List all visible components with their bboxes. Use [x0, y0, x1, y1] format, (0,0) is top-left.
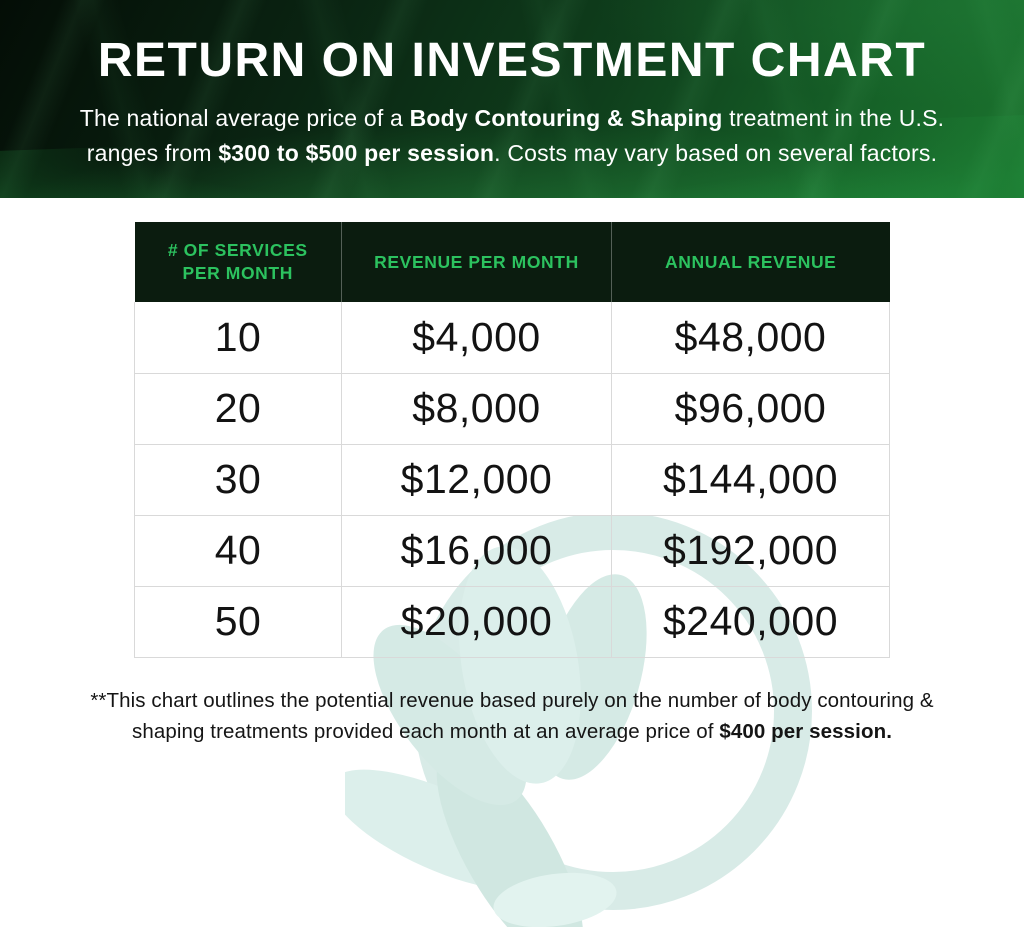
subtitle-line-2: ranges from $300 to $500 per session. Co… — [0, 136, 1024, 171]
table-cell: 40 — [134, 515, 342, 587]
text-segment: treatment in the U.S. — [722, 105, 945, 131]
table-row: 20 $8,000 $96,000 — [134, 373, 890, 445]
subtitle-line-1: The national average price of a Body Con… — [0, 101, 1024, 136]
table-cell: $48,000 — [611, 302, 890, 374]
table-cell: $8,000 — [341, 373, 612, 445]
text-segment: ranges from — [86, 140, 219, 166]
table-cell: $20,000 — [341, 586, 612, 658]
table-cell: $192,000 — [611, 515, 890, 587]
footnote-line-1: **This chart outlines the potential reve… — [0, 685, 1024, 716]
table-cell: $12,000 — [341, 444, 612, 516]
table-cell: 20 — [134, 373, 342, 445]
table-cell: $16,000 — [341, 515, 612, 587]
table-cell: 50 — [134, 586, 342, 658]
emphasized-text: $400 per session. — [719, 719, 893, 743]
table-row: 10 $4,000 $48,000 — [134, 302, 890, 374]
header-row: # OF SERVICES PER MONTH REVENUE PER MONT… — [134, 222, 890, 302]
column-header-services-per-month: # OF SERVICES PER MONTH — [134, 222, 342, 302]
page-title: RETURN ON INVESTMENT CHART — [97, 34, 927, 87]
column-header-revenue-per-month: REVENUE PER MONTH — [341, 222, 612, 302]
table-cell: 30 — [134, 444, 342, 516]
table-cell: $144,000 — [611, 444, 890, 516]
emphasized-text: Body Contouring & Shaping — [409, 105, 723, 131]
roi-table-body: 10 $4,000 $48,000 20 $8,000 $96,000 30 $12,000 $… — [134, 302, 890, 658]
roi-infographic: RETURN ON INVESTMENT CHART The national … — [0, 0, 1024, 768]
text-segment: The national average price of a — [79, 105, 410, 131]
text-segment: **This chart outlines the potential reve… — [90, 688, 934, 712]
table-row: 50 $20,000 $240,000 — [134, 586, 890, 658]
text-segment: shaping treatments provided each month a… — [131, 719, 720, 743]
hero-header: RETURN ON INVESTMENT CHART The national … — [0, 0, 1024, 198]
table-cell: $96,000 — [611, 373, 890, 445]
table-row: 40 $16,000 $192,000 — [134, 515, 890, 587]
table-cell: $4,000 — [341, 302, 612, 374]
table-cell: 10 — [134, 302, 342, 374]
table-row: 30 $12,000 $144,000 — [134, 444, 890, 516]
roi-table-header: # OF SERVICES PER MONTH REVENUE PER MONT… — [134, 222, 890, 302]
text-segment: . Costs may vary based on several factor… — [494, 140, 938, 166]
content-area: # OF SERVICES PER MONTH REVENUE PER MONT… — [0, 222, 1024, 927]
column-header-annual-revenue: ANNUAL REVENUE — [611, 222, 890, 302]
roi-table: # OF SERVICES PER MONTH REVENUE PER MONT… — [134, 222, 890, 658]
footnote-line-2: shaping treatments provided each month a… — [0, 716, 1024, 747]
table-cell: $240,000 — [611, 586, 890, 658]
emphasized-text: $300 to $500 per session — [218, 140, 495, 166]
